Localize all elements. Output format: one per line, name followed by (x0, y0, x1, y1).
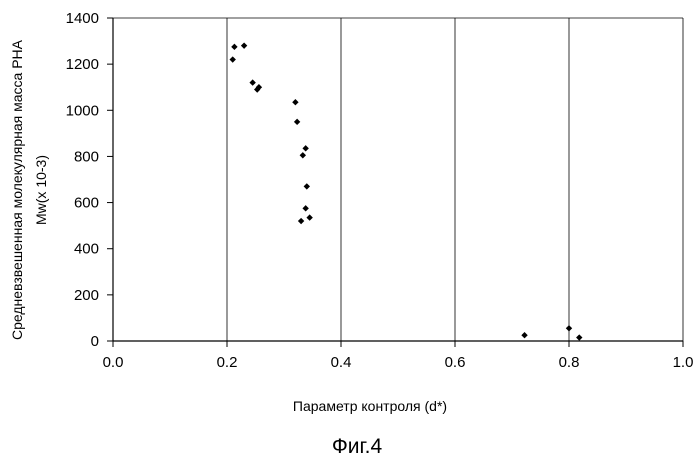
data-point-7 (294, 119, 300, 125)
y-tick-label-5: 1000 (66, 102, 99, 119)
axes (113, 18, 683, 341)
y-tick-label-2: 400 (74, 241, 99, 258)
x-tick-label-2: 0.4 (331, 354, 352, 371)
y-tick-labels: 0 200 400 600 800 1000 1200 1400 (66, 10, 99, 350)
data-point-6 (292, 99, 298, 105)
tick-marks (107, 18, 683, 347)
y-axis-title: Средневзвешенная молекулярная масса PHA (9, 39, 25, 340)
data-point-8 (300, 152, 306, 158)
figure-caption: Фиг.4 (332, 435, 383, 458)
data-point-1 (231, 44, 237, 50)
data-point-2 (241, 42, 247, 48)
data-point-11 (302, 205, 308, 211)
x-tick-label-4: 0.8 (559, 354, 580, 371)
data-point-3 (249, 79, 255, 85)
data-point-15 (566, 325, 572, 331)
y-tick-label-6: 1200 (66, 56, 99, 73)
data-point-14 (521, 332, 527, 338)
data-point-16 (576, 334, 582, 340)
y-tick-label-7: 1400 (66, 10, 99, 27)
y-tick-label-3: 600 (74, 195, 99, 212)
x-tick-label-3: 0.6 (445, 354, 466, 371)
x-tick-label-0: 0.0 (103, 354, 124, 371)
y-tick-label-0: 0 (91, 333, 99, 350)
data-point-13 (298, 218, 304, 224)
y-axis-subtitle: Mw(x 10-3) (33, 155, 49, 225)
x-axis-title: Параметр контроля (d*) (293, 398, 447, 414)
data-point-10 (304, 183, 310, 189)
x-tick-label-5: 1.0 (673, 354, 694, 371)
data-point-12 (306, 214, 312, 220)
data-point-9 (302, 145, 308, 151)
y-tick-label-1: 200 (74, 287, 99, 304)
x-tick-labels: 0.0 0.2 0.4 0.6 0.8 1.0 (103, 354, 694, 371)
y-tick-label-4: 800 (74, 148, 99, 165)
data-points (230, 42, 583, 340)
data-point-0 (230, 56, 236, 62)
grid-lines (113, 18, 683, 341)
x-tick-label-1: 0.2 (217, 354, 238, 371)
